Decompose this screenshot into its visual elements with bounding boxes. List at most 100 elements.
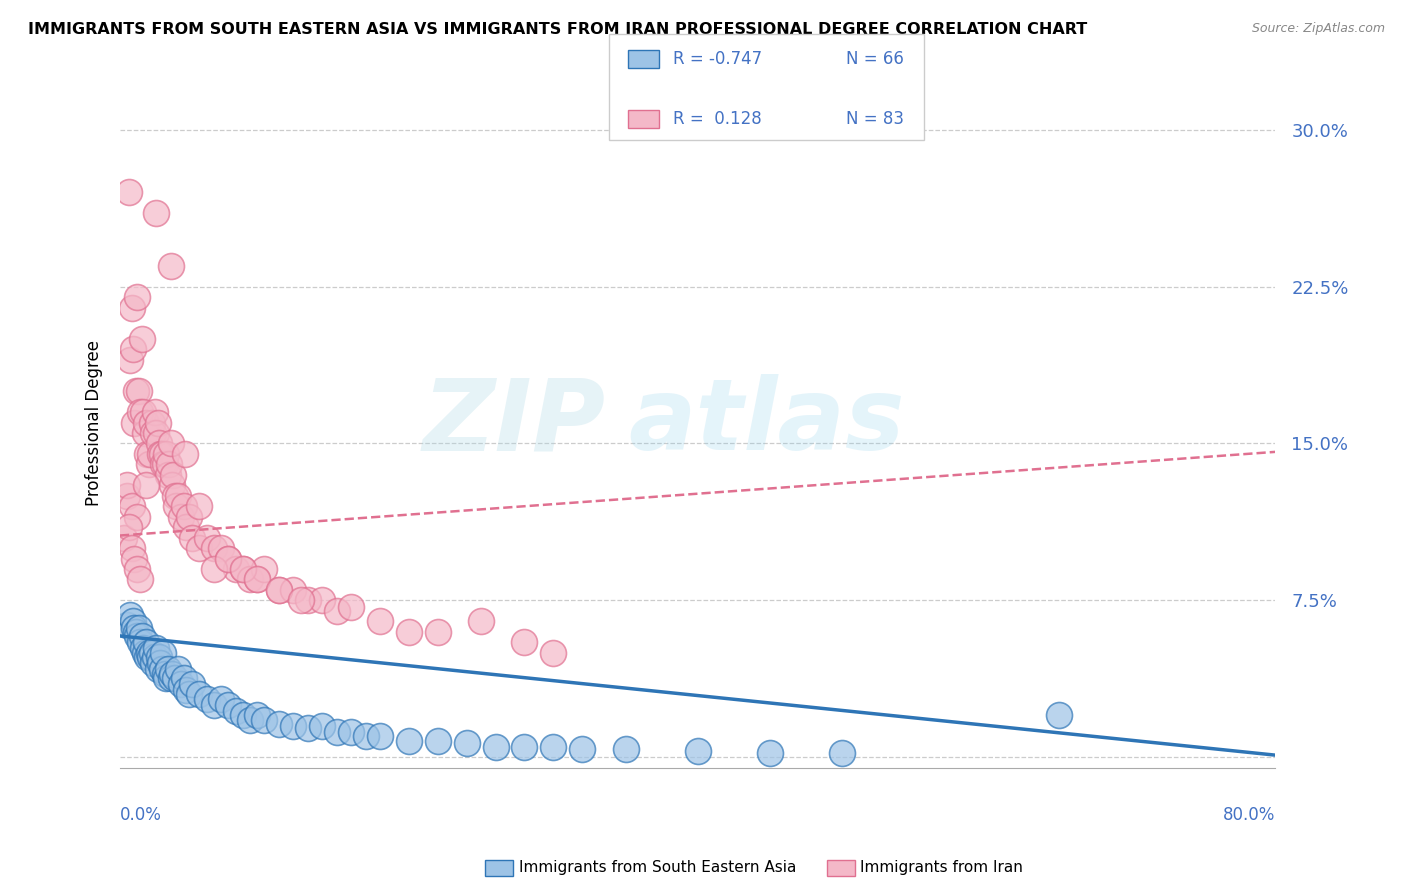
Point [283, 719, 305, 733]
Point [297, 593, 319, 607]
Point [145, 641, 167, 656]
Point [122, 343, 145, 357]
Point [131, 332, 153, 346]
Point [165, 500, 187, 514]
Point [162, 467, 184, 482]
Point [246, 573, 269, 587]
Point [120, 352, 142, 367]
Point [145, 425, 167, 440]
Point [232, 708, 254, 723]
Point [132, 641, 155, 656]
Text: R = -0.747: R = -0.747 [673, 50, 762, 68]
Point [153, 666, 176, 681]
Point [340, 599, 363, 614]
Point [217, 698, 239, 712]
Point [129, 635, 152, 649]
Point [166, 662, 188, 676]
Point [246, 573, 269, 587]
Point [267, 716, 290, 731]
Point [155, 447, 177, 461]
Point [132, 405, 155, 419]
Point [181, 531, 204, 545]
Text: 80.0%: 80.0% [1223, 805, 1275, 823]
Point [267, 582, 290, 597]
Point [209, 691, 232, 706]
Point [173, 671, 195, 685]
Text: 0.0%: 0.0% [120, 805, 162, 823]
Point [217, 551, 239, 566]
Point [136, 447, 159, 461]
Point [159, 259, 181, 273]
Point [149, 656, 172, 670]
Point [202, 698, 225, 712]
Point [136, 649, 159, 664]
Point [173, 500, 195, 514]
Point [311, 719, 333, 733]
Point [1047, 708, 1070, 723]
Point [135, 416, 157, 430]
Text: Immigrants from Iran: Immigrants from Iran [860, 861, 1024, 875]
Point [150, 447, 173, 461]
Point [143, 405, 166, 419]
Point [195, 691, 218, 706]
Point [176, 520, 198, 534]
Point [456, 736, 478, 750]
Point [120, 607, 142, 622]
Point [202, 562, 225, 576]
Text: R =  0.128: R = 0.128 [673, 110, 762, 128]
Point [122, 615, 145, 629]
Point [127, 509, 149, 524]
Point [141, 416, 163, 430]
Point [426, 624, 449, 639]
Point [188, 541, 211, 555]
Point [127, 629, 149, 643]
Point [159, 671, 181, 685]
Point [149, 447, 172, 461]
Point [127, 290, 149, 304]
Point [169, 677, 191, 691]
Point [543, 739, 565, 754]
Point [148, 436, 170, 450]
Point [513, 739, 536, 754]
Point [225, 704, 247, 718]
Point [232, 562, 254, 576]
Point [202, 541, 225, 555]
Point [146, 662, 169, 676]
Point [124, 621, 146, 635]
Point [124, 551, 146, 566]
Text: Immigrants from South Eastern Asia: Immigrants from South Eastern Asia [519, 861, 796, 875]
Point [138, 646, 160, 660]
Point [115, 618, 138, 632]
Point [831, 746, 853, 760]
Point [134, 425, 156, 440]
Point [543, 646, 565, 660]
Point [121, 541, 143, 555]
Point [128, 384, 150, 399]
Text: N = 66: N = 66 [846, 50, 904, 68]
Text: atlas: atlas [628, 374, 905, 471]
Point [181, 677, 204, 691]
Point [283, 582, 305, 597]
Point [246, 708, 269, 723]
Text: N = 83: N = 83 [846, 110, 904, 128]
Point [121, 301, 143, 315]
Point [115, 478, 138, 492]
Point [267, 582, 290, 597]
Point [179, 688, 201, 702]
Point [209, 541, 232, 555]
Point [239, 573, 262, 587]
Point [179, 509, 201, 524]
Point [142, 425, 165, 440]
Point [174, 447, 197, 461]
Point [157, 458, 180, 472]
Point [115, 489, 138, 503]
Point [188, 688, 211, 702]
Point [142, 656, 165, 670]
Point [135, 635, 157, 649]
Point [169, 509, 191, 524]
Point [160, 478, 183, 492]
Point [571, 742, 593, 756]
Point [253, 713, 276, 727]
Point [125, 624, 148, 639]
Point [225, 562, 247, 576]
